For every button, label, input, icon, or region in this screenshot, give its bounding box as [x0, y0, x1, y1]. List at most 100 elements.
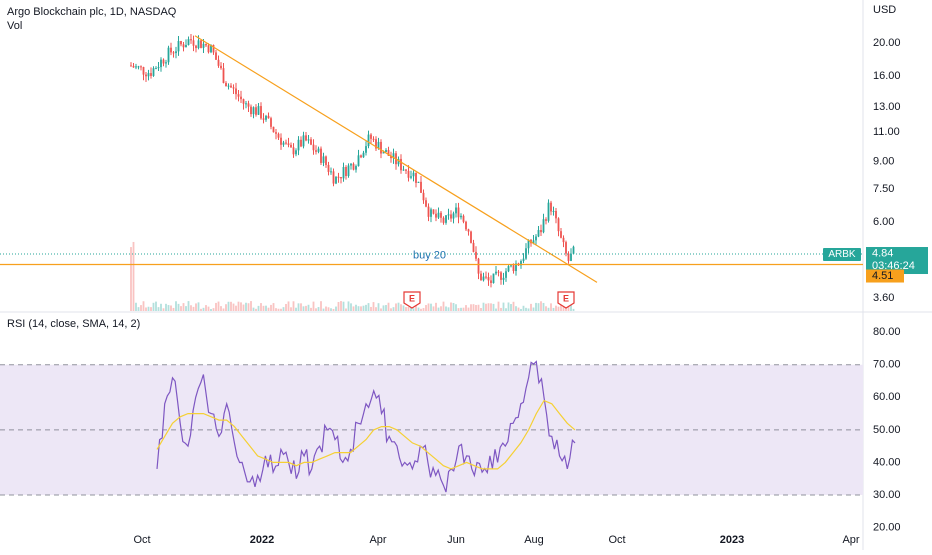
candle-body: [560, 231, 562, 238]
volume-bar: [360, 306, 362, 311]
volume-bar: [345, 308, 347, 311]
volume-bar: [385, 305, 387, 311]
candle-body: [295, 150, 297, 155]
volume-bar: [340, 301, 342, 311]
candle-body: [525, 248, 527, 259]
candle-body: [497, 271, 500, 273]
volume-bar: [442, 301, 445, 311]
volume-bar: [207, 306, 210, 311]
volume-bar: [412, 308, 415, 311]
candle-body: [407, 170, 410, 178]
candle-body: [177, 41, 180, 52]
volume-bar: [147, 306, 150, 311]
volume-bar: [197, 302, 200, 311]
rsi-label[interactable]: RSI (14, close, SMA, 14, 2): [7, 318, 141, 330]
volume-bar: [455, 304, 457, 311]
candle-body: [192, 40, 195, 46]
volume-bar: [310, 307, 312, 311]
volume-bar: [405, 307, 407, 311]
candle-body: [195, 45, 197, 49]
rsi-tick-label: 40.00: [873, 456, 901, 468]
volume-bar: [435, 302, 437, 311]
candle-body: [200, 40, 202, 48]
price-tick-label: 11.00: [873, 126, 900, 138]
volume-bar: [175, 301, 177, 311]
candle-body: [372, 138, 375, 140]
volume-bar: [267, 307, 270, 311]
volume-bar: [162, 308, 165, 311]
volume-bar: [347, 301, 350, 311]
volume-bar: [277, 308, 280, 311]
volume-bar: [250, 301, 252, 311]
trendline[interactable]: [194, 35, 598, 283]
candle-body: [262, 118, 265, 120]
volume-bar: [570, 302, 572, 311]
candle-body: [550, 202, 552, 212]
candle-body: [210, 45, 212, 53]
candle-body: [402, 169, 405, 171]
level-badge: [866, 269, 904, 283]
volume-label[interactable]: Vol: [7, 20, 23, 32]
earnings-marker[interactable]: E: [403, 291, 421, 309]
candle-body: [542, 219, 545, 233]
rsi-ma-line[interactable]: [156, 399, 576, 470]
symbol-badge[interactable]: [823, 248, 861, 262]
candle-body: [347, 165, 350, 176]
volume-bar: [230, 301, 232, 311]
volume-bar: [532, 307, 535, 311]
candle-body: [422, 192, 425, 201]
volume-bar: [355, 304, 357, 311]
candle-body: [477, 258, 480, 274]
volume-bar: [227, 301, 230, 311]
volume-bar: [252, 307, 255, 311]
candle-body: [460, 215, 462, 218]
candle-body: [442, 217, 445, 223]
candle-body: [297, 139, 300, 151]
candle-body: [425, 200, 427, 207]
candle-body: [267, 115, 270, 119]
price-axis-unit: USD: [873, 4, 896, 16]
rsi-line[interactable]: [156, 360, 576, 493]
candle-body: [487, 277, 490, 281]
candle-body: [185, 45, 187, 48]
candle-body: [522, 258, 525, 262]
volume-bar: [440, 306, 442, 311]
volume-bar: [387, 302, 390, 311]
candle-body: [470, 231, 472, 243]
earnings-marker[interactable]: E: [557, 291, 575, 309]
candle-body: [545, 219, 547, 221]
candle-body: [380, 141, 382, 154]
volume-bar: [512, 301, 515, 311]
volume-bar: [447, 307, 450, 311]
candle-body: [132, 65, 135, 68]
volume-bar: [327, 307, 330, 311]
rsi-tick-label: 60.00: [873, 391, 901, 403]
candle-body: [420, 181, 422, 193]
volume-bar: [260, 303, 262, 311]
candle-body: [240, 96, 242, 100]
candle-body: [212, 45, 215, 53]
candle-body: [315, 150, 317, 152]
volume-bar: [482, 302, 485, 311]
volume-bar: [170, 305, 172, 311]
symbol-title[interactable]: Argo Blockchain plc, 1D, NASDAQ: [7, 6, 177, 18]
candle-body: [490, 280, 492, 284]
candle-body: [310, 139, 312, 145]
candle-body: [327, 164, 330, 172]
volume-bar: [422, 308, 425, 311]
candle-body: [140, 66, 142, 68]
candle-body: [552, 210, 555, 212]
volume-bar: [335, 306, 337, 311]
candle-body: [505, 271, 507, 278]
volume-bar: [557, 306, 560, 311]
price-tick-label: 16.00: [873, 70, 901, 82]
volume-bar: [257, 305, 260, 311]
candle-body: [475, 251, 477, 259]
volume-bar: [480, 308, 482, 311]
candle-body: [400, 158, 402, 171]
candle-body: [377, 141, 380, 149]
volume-bar: [262, 305, 265, 311]
candle-body: [152, 68, 155, 76]
volume-bar: [265, 305, 267, 311]
time-tick-label: Apr: [369, 534, 386, 546]
